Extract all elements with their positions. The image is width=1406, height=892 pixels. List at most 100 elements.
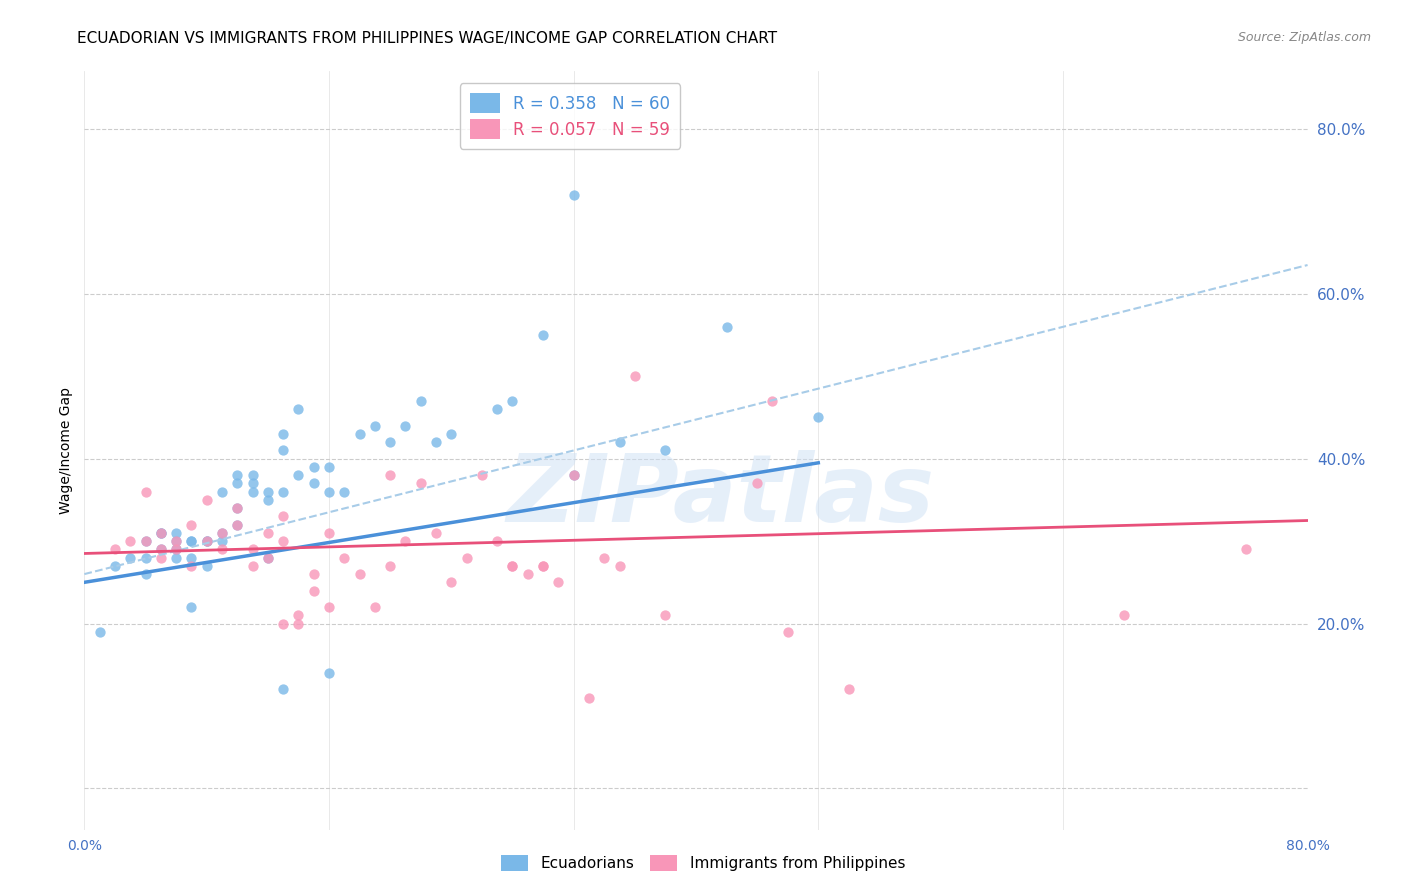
Point	[807, 410, 830, 425]
Point	[180, 534, 202, 549]
Point	[257, 525, 280, 540]
Point	[318, 665, 340, 680]
Point	[149, 525, 172, 540]
Point	[226, 476, 249, 491]
Point	[364, 600, 387, 615]
Point	[502, 558, 524, 573]
Point	[318, 525, 340, 540]
Point	[502, 558, 524, 573]
Point	[149, 542, 172, 557]
Point	[456, 550, 478, 565]
Point	[242, 484, 264, 499]
Point	[364, 418, 387, 433]
Point	[180, 558, 202, 573]
Point	[271, 427, 294, 442]
Point	[271, 443, 294, 458]
Point	[135, 550, 157, 565]
Text: Source: ZipAtlas.com: Source: ZipAtlas.com	[1237, 31, 1371, 45]
Point	[135, 534, 157, 549]
Point	[195, 534, 218, 549]
Point	[271, 534, 294, 549]
Point	[394, 418, 416, 433]
Point	[165, 542, 187, 557]
Point	[165, 534, 187, 549]
Point	[195, 492, 218, 507]
Point	[149, 525, 172, 540]
Point	[333, 550, 356, 565]
Point	[318, 600, 340, 615]
Point	[380, 435, 402, 450]
Point	[486, 534, 509, 549]
Point	[271, 616, 294, 631]
Point	[654, 443, 676, 458]
Point	[562, 468, 585, 483]
Point	[104, 558, 127, 573]
Point	[409, 394, 432, 409]
Point	[135, 484, 157, 499]
Point	[149, 550, 172, 565]
Point	[257, 484, 280, 499]
Point	[135, 534, 157, 549]
Point	[562, 188, 585, 202]
Point	[195, 534, 218, 549]
Point	[149, 542, 172, 557]
Point	[394, 534, 416, 549]
Point	[609, 558, 631, 573]
Point	[471, 468, 494, 483]
Point	[547, 575, 569, 590]
Point	[302, 567, 325, 582]
Point	[120, 534, 142, 549]
Point	[226, 501, 249, 516]
Point	[271, 682, 294, 697]
Text: ECUADORIAN VS IMMIGRANTS FROM PHILIPPINES WAGE/INCOME GAP CORRELATION CHART: ECUADORIAN VS IMMIGRANTS FROM PHILIPPINE…	[77, 31, 778, 46]
Point	[180, 534, 202, 549]
Point	[180, 600, 202, 615]
Point	[593, 550, 616, 565]
Point	[211, 525, 233, 540]
Point	[761, 394, 783, 409]
Point	[776, 624, 799, 639]
Point	[502, 394, 524, 409]
Point	[318, 459, 340, 474]
Point	[242, 476, 264, 491]
Point	[180, 550, 202, 565]
Point	[211, 542, 233, 557]
Legend: R = 0.358   N = 60, R = 0.057   N = 59: R = 0.358 N = 60, R = 0.057 N = 59	[460, 84, 681, 149]
Point	[302, 583, 325, 598]
Point	[195, 534, 218, 549]
Point	[1114, 608, 1136, 623]
Point	[120, 550, 142, 565]
Point	[195, 558, 218, 573]
Point	[425, 435, 447, 450]
Point	[302, 459, 325, 474]
Point	[135, 567, 157, 582]
Point	[425, 525, 447, 540]
Point	[380, 558, 402, 573]
Point	[89, 624, 111, 639]
Point	[747, 476, 769, 491]
Point	[838, 682, 860, 697]
Point	[226, 517, 249, 532]
Point	[165, 542, 187, 557]
Point	[516, 567, 538, 582]
Point	[271, 484, 294, 499]
Point	[380, 468, 402, 483]
Point	[624, 369, 647, 384]
Point	[165, 534, 187, 549]
Text: ZIPatlas: ZIPatlas	[506, 450, 935, 542]
Point	[287, 616, 309, 631]
Point	[271, 509, 294, 524]
Point	[531, 558, 554, 573]
Point	[654, 608, 676, 623]
Point	[226, 501, 249, 516]
Y-axis label: Wage/Income Gap: Wage/Income Gap	[59, 387, 73, 514]
Point	[486, 402, 509, 417]
Point	[531, 328, 554, 343]
Point	[180, 517, 202, 532]
Point	[165, 525, 187, 540]
Point	[149, 525, 172, 540]
Point	[1236, 542, 1258, 557]
Point	[242, 542, 264, 557]
Point	[716, 319, 738, 334]
Point	[226, 468, 249, 483]
